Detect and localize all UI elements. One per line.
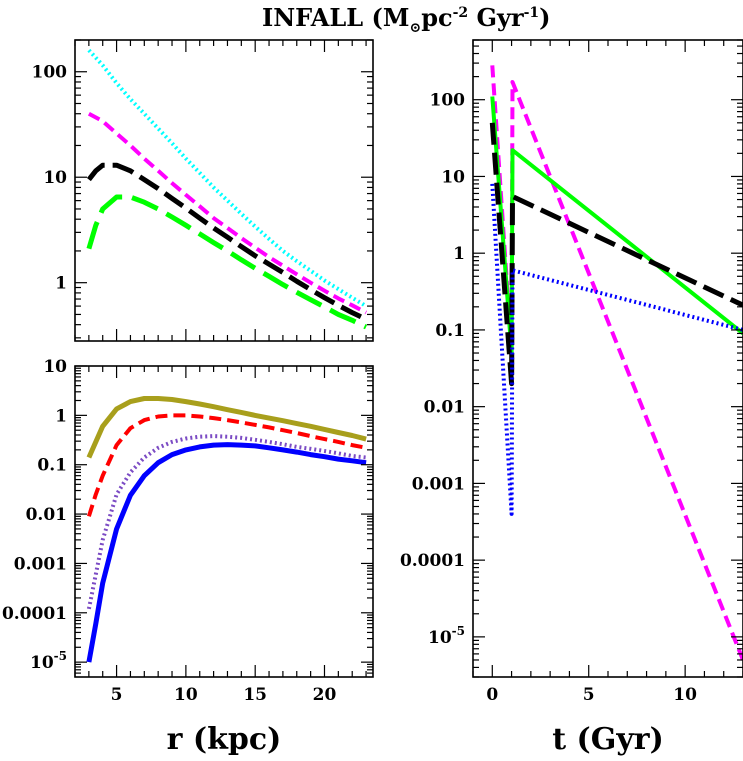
- bottom-left-ytick-label: 0.001: [14, 554, 67, 574]
- right-ytick-label: 100: [430, 91, 466, 111]
- right-xtick-label: 0: [486, 685, 498, 705]
- top-left-series-line-2: [86, 162, 368, 322]
- title-sun-symbol: ⊙: [409, 20, 421, 36]
- right-ytick-label: 10: [441, 167, 465, 187]
- ytick-label-base: 10: [428, 628, 452, 648]
- top-left-ytick-label: 10: [43, 168, 67, 188]
- right-ytick-label: 10-5: [428, 624, 465, 648]
- right-series-group: [489, 65, 743, 661]
- title-main: INFALL (M: [262, 3, 409, 32]
- bottom-left-x-axis-label: r (kpc): [167, 722, 282, 757]
- right-x-axis-label: t (Gyr): [552, 722, 664, 757]
- bottom-left-xtick-label: 5: [111, 685, 123, 705]
- right-ytick-label: 1: [453, 244, 465, 264]
- right-ytick-label: 0.0001: [400, 551, 465, 571]
- bottom-left-xtick-label: 15: [243, 685, 267, 705]
- right-ytick-label: 0.1: [435, 321, 465, 341]
- bottom-left-xtick-label: 10: [174, 685, 198, 705]
- bottom-left-ytick-label: 10-5: [30, 649, 67, 673]
- right-series-line-3: [490, 183, 743, 516]
- right-xtick-label: 5: [583, 685, 595, 705]
- right-series-line-2: [489, 122, 743, 387]
- bottom-left-xtick-label: 20: [313, 685, 337, 705]
- figure-title: INFALL (M⊙pc-2 Gyr-1): [262, 3, 551, 36]
- bottom-left-ytick-label: 0.01: [26, 505, 67, 525]
- ytick-label-exp: -5: [452, 624, 465, 638]
- panel-top-left: 1 10 100: [32, 39, 374, 342]
- title-close: ): [539, 3, 550, 32]
- right-series-line-1: [490, 96, 743, 355]
- top-left-series-line-0: [87, 48, 368, 308]
- bottom-left-series-group: [86, 396, 367, 663]
- bottom-left-series-line-0: [86, 396, 367, 459]
- bottom-left-ytick-label: 10: [43, 357, 67, 377]
- bottom-left-ytick-label: 1: [55, 406, 67, 426]
- title-gyr: Gyr: [468, 3, 524, 32]
- bottom-left-ytick-label: 0.1: [37, 456, 67, 476]
- right-xtick-label: 10: [673, 685, 697, 705]
- top-left-series-group: [86, 48, 368, 330]
- ytick-label-base: 10: [30, 653, 54, 673]
- top-left-ytick-label: 100: [32, 63, 68, 83]
- title-exp1: -2: [453, 5, 469, 21]
- bottom-left-series-line-2: [86, 434, 367, 610]
- top-left-frame: [74, 39, 374, 342]
- top-left-series-line-3: [86, 194, 368, 330]
- right-series-line-0: [490, 65, 743, 661]
- bottom-left-series-line-1: [86, 413, 367, 517]
- top-left-series-line-1: [87, 111, 368, 315]
- title-exp2: -1: [524, 5, 540, 21]
- svg-text:INFALL (M⊙pc-2 Gyr-1): INFALL (M⊙pc-2 Gyr-1): [262, 3, 551, 36]
- right-ytick-label: 0.01: [424, 398, 465, 418]
- top-left-ytick-label: 1: [55, 274, 67, 294]
- ytick-label-exp: -5: [54, 649, 67, 663]
- bottom-left-series-line-3: [86, 442, 367, 663]
- title-pc: pc: [421, 3, 452, 32]
- right-ytick-label: 0.001: [412, 474, 465, 494]
- bottom-left-ytick-label: 0.0001: [2, 604, 67, 624]
